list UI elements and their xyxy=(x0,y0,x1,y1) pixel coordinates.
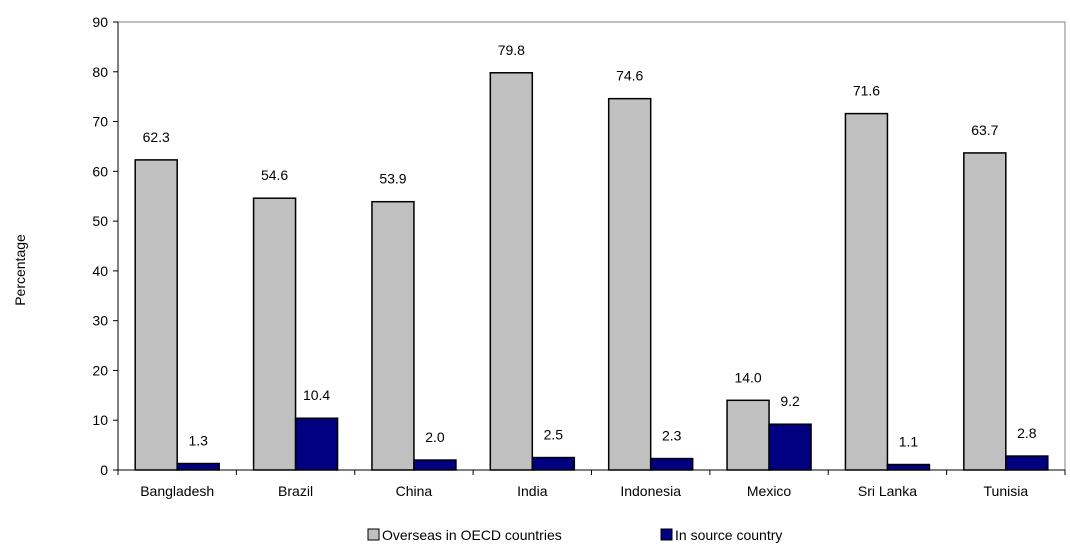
legend-swatch xyxy=(367,528,380,541)
y-axis: 0 10 20 30 40 50 60 70 80 90 xyxy=(92,14,119,478)
y-tick-label: 30 xyxy=(92,313,108,329)
x-tick-label: Bangladesh xyxy=(140,483,214,499)
bar xyxy=(413,459,457,471)
data-label: 9.2 xyxy=(780,393,800,409)
x-tick-label: Brazil xyxy=(278,483,313,499)
bar xyxy=(649,457,694,471)
x-tick-label: Mexico xyxy=(747,483,792,499)
x-tick-label: Tunisia xyxy=(984,483,1029,499)
x-tick-label: India xyxy=(517,483,548,499)
bar xyxy=(489,72,534,471)
legend-label: Overseas in OECD countries xyxy=(382,527,562,543)
x-tick-label: China xyxy=(396,483,433,499)
bar xyxy=(963,152,1007,471)
bar xyxy=(768,423,812,471)
data-label: 14.0 xyxy=(734,369,761,385)
y-axis-title: Percentage xyxy=(12,234,28,306)
data-label: 2.3 xyxy=(662,428,682,444)
y-tick-label: 0 xyxy=(100,462,108,478)
bar xyxy=(1005,455,1049,471)
bar xyxy=(371,200,415,471)
y-tick-label: 90 xyxy=(92,14,108,30)
y-tick-label: 70 xyxy=(92,114,108,130)
bar xyxy=(886,463,931,471)
bar xyxy=(531,456,576,471)
data-label: 74.6 xyxy=(616,68,643,84)
legend-swatch xyxy=(660,528,673,541)
legend: Overseas in OECD countries In source coun… xyxy=(367,527,782,543)
data-label: 2.0 xyxy=(425,429,445,445)
bar xyxy=(252,197,297,471)
y-tick-label: 50 xyxy=(92,213,108,229)
x-tick-label: Sri Lanka xyxy=(858,483,917,499)
data-labels: 62.3 54.6 53.9 79.8 74.6 14.0 71.6 63.7 1.3 10.4 2… xyxy=(143,42,1037,450)
y-tick-label: 10 xyxy=(92,412,108,428)
bar xyxy=(294,417,339,471)
y-tick-label: 20 xyxy=(92,362,108,378)
bars xyxy=(134,72,1049,471)
x-tick-label: Indonesia xyxy=(620,483,681,499)
legend-label: In source country xyxy=(675,527,782,543)
y-tick-label: 60 xyxy=(92,163,108,179)
y-tick-label: 40 xyxy=(92,263,108,279)
bar xyxy=(607,97,652,471)
data-label: 79.8 xyxy=(498,42,525,58)
data-label: 54.6 xyxy=(261,167,288,183)
data-label: 62.3 xyxy=(143,129,170,145)
data-label: 2.5 xyxy=(544,427,564,443)
x-axis: Bangladesh Brazil China India Indonesia Mexic… xyxy=(117,469,1066,499)
data-label: 2.8 xyxy=(1017,425,1037,441)
data-label: 10.4 xyxy=(303,387,330,403)
bar xyxy=(726,399,770,471)
bar xyxy=(844,112,889,471)
y-tick-label: 80 xyxy=(92,64,108,80)
data-label: 1.1 xyxy=(899,434,919,450)
bar xyxy=(176,462,220,471)
data-label: 1.3 xyxy=(188,433,208,449)
data-label: 71.6 xyxy=(853,83,880,99)
data-label: 53.9 xyxy=(379,171,406,187)
data-label: 63.7 xyxy=(971,122,998,138)
bar xyxy=(134,159,178,471)
